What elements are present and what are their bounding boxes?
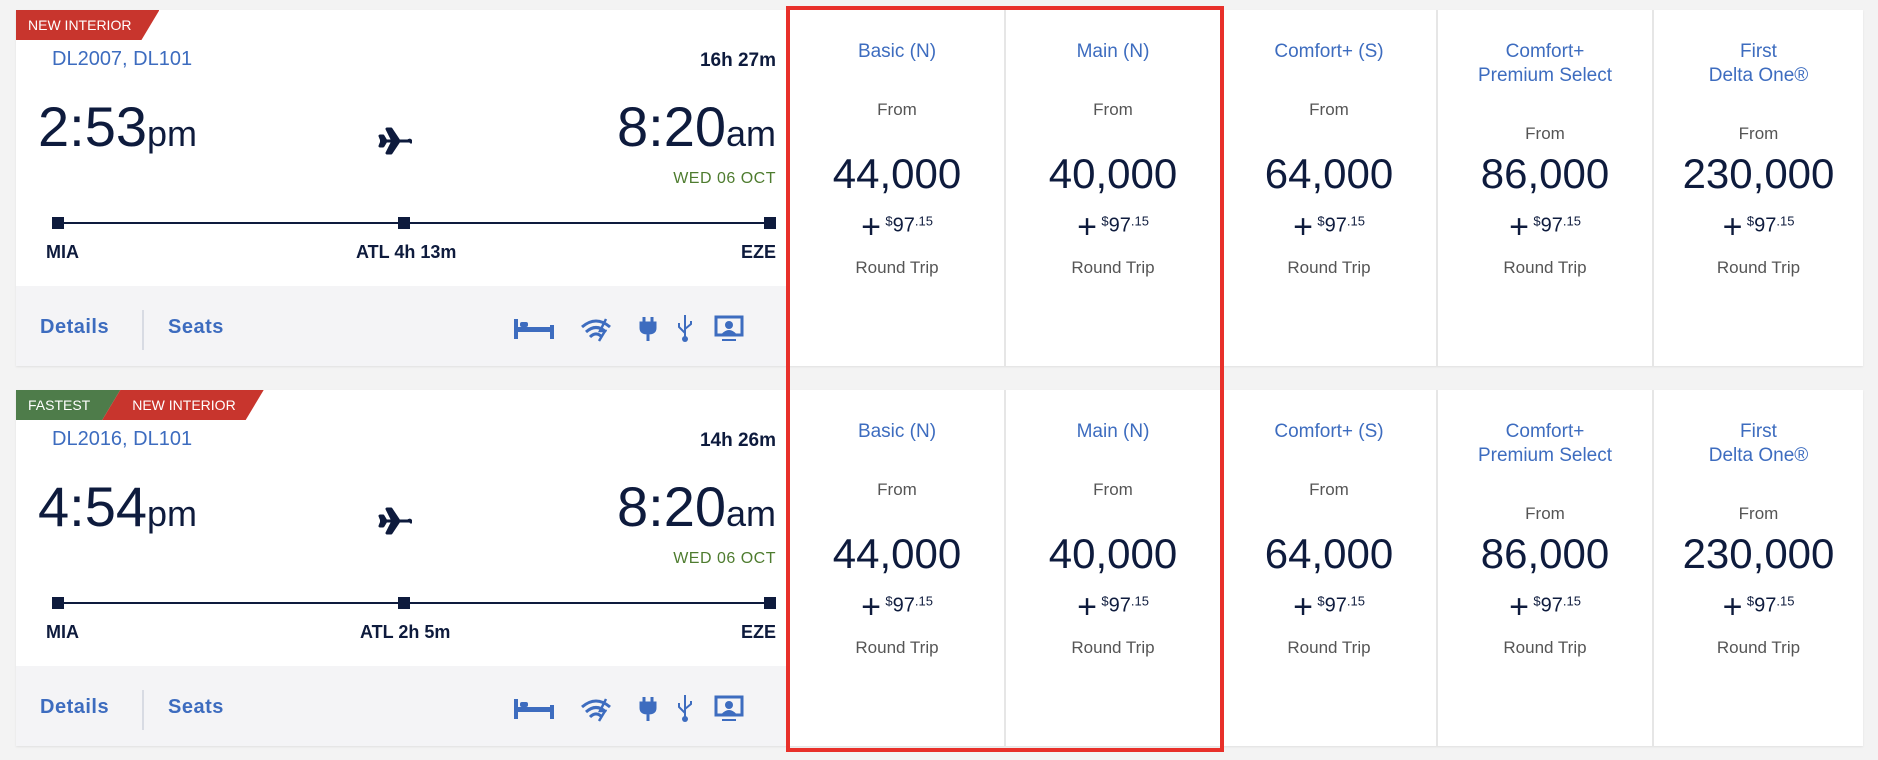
destination-airport: EZE bbox=[740, 622, 776, 642]
origin-node bbox=[52, 217, 64, 229]
route-line bbox=[52, 217, 776, 229]
departure-time: 4:54pm bbox=[38, 475, 198, 538]
fare-basic[interactable]: Basic (N) From 44,000 + $97.15 Round Tri… bbox=[788, 390, 1004, 746]
flight-numbers-link[interactable]: DL2007, DL101 bbox=[52, 48, 193, 70]
seats-link[interactable]: Seats bbox=[168, 316, 224, 338]
fare-delta-one[interactable]: First Delta One® From 230,000 + $97.15 Ro… bbox=[1652, 10, 1863, 366]
fare-premium-select[interactable]: Comfort+ Premium Select From 86,000 + $97… bbox=[1436, 390, 1652, 746]
arrival-date: WED 06 OCT bbox=[673, 550, 776, 567]
fare-delta-one[interactable]: First Delta One® From 230,000 + $97.15 Ro… bbox=[1652, 390, 1863, 746]
fare-main[interactable]: Main (N) From 40,000 + $97.15 Round Trip bbox=[1004, 10, 1220, 366]
departure-time: 2:53pm bbox=[38, 95, 198, 158]
fare-basic[interactable]: Basic (N) From 44,000 + $97.15 Round Tri… bbox=[788, 10, 1004, 366]
arrival-date: WED 06 OCT bbox=[673, 170, 776, 187]
fare-premium-select[interactable]: Comfort+ Premium Select From 86,000 + $97… bbox=[1436, 10, 1652, 366]
new-interior-badge: NEW INTERIOR bbox=[102, 390, 263, 420]
route-line bbox=[52, 597, 776, 609]
divider bbox=[142, 690, 144, 730]
plane-icon bbox=[378, 507, 412, 535]
fastest-badge: FASTEST bbox=[16, 390, 120, 420]
wifi-icon bbox=[581, 698, 611, 722]
wifi-icon bbox=[581, 318, 611, 342]
power-outlet-icon bbox=[639, 697, 657, 721]
destination-airport: EZE bbox=[740, 242, 776, 262]
stop-node bbox=[398, 217, 410, 229]
duration: 14h 26m bbox=[699, 430, 776, 451]
layover: ATL 2h 5m bbox=[360, 622, 451, 642]
flight-numbers-link[interactable]: DL2016, DL101 bbox=[52, 428, 193, 450]
layover: ATL 4h 13m bbox=[356, 242, 457, 262]
usb-icon bbox=[678, 695, 692, 722]
seats-link[interactable]: Seats bbox=[168, 696, 224, 718]
plane-icon bbox=[378, 127, 412, 155]
flight-row: FASTEST NEW INTERIOR DL2016, DL101 14h 2… bbox=[16, 390, 1863, 746]
fare-comfort-plus[interactable]: Comfort+ (S) From 64,000 + $97.15 Round … bbox=[1220, 390, 1436, 746]
origin-airport: MIA bbox=[46, 622, 79, 642]
origin-airport: MIA bbox=[46, 242, 79, 262]
origin-node bbox=[52, 597, 64, 609]
seatback-screen-icon bbox=[714, 315, 744, 341]
flight-info: FASTEST NEW INTERIOR DL2016, DL101 14h 2… bbox=[16, 390, 788, 746]
flight-info: NEW INTERIOR DL2007, DL101 16h 27m 2:53p… bbox=[16, 10, 788, 366]
details-link[interactable]: Details bbox=[40, 696, 110, 718]
details-link[interactable]: Details bbox=[40, 316, 110, 338]
destination-node bbox=[764, 217, 776, 229]
flat-bed-icon bbox=[514, 319, 554, 339]
divider bbox=[142, 310, 144, 350]
badges: FASTEST NEW INTERIOR bbox=[16, 390, 264, 420]
badges: NEW INTERIOR bbox=[16, 10, 159, 40]
flight-row: NEW INTERIOR DL2007, DL101 16h 27m 2:53p… bbox=[16, 10, 1863, 366]
flat-bed-icon bbox=[514, 699, 554, 719]
power-outlet-icon bbox=[639, 317, 657, 341]
arrival-time: 8:20am bbox=[616, 95, 776, 158]
usb-icon bbox=[678, 315, 692, 342]
arrival-time: 8:20am bbox=[616, 475, 776, 538]
stop-node bbox=[398, 597, 410, 609]
destination-node bbox=[764, 597, 776, 609]
fare-main[interactable]: Main (N) From 40,000 + $97.15 Round Trip bbox=[1004, 390, 1220, 746]
duration: 16h 27m bbox=[699, 50, 776, 71]
fare-comfort-plus[interactable]: Comfort+ (S) From 64,000 + $97.15 Round … bbox=[1220, 10, 1436, 366]
new-interior-badge: NEW INTERIOR bbox=[16, 10, 159, 40]
seatback-screen-icon bbox=[714, 695, 744, 721]
